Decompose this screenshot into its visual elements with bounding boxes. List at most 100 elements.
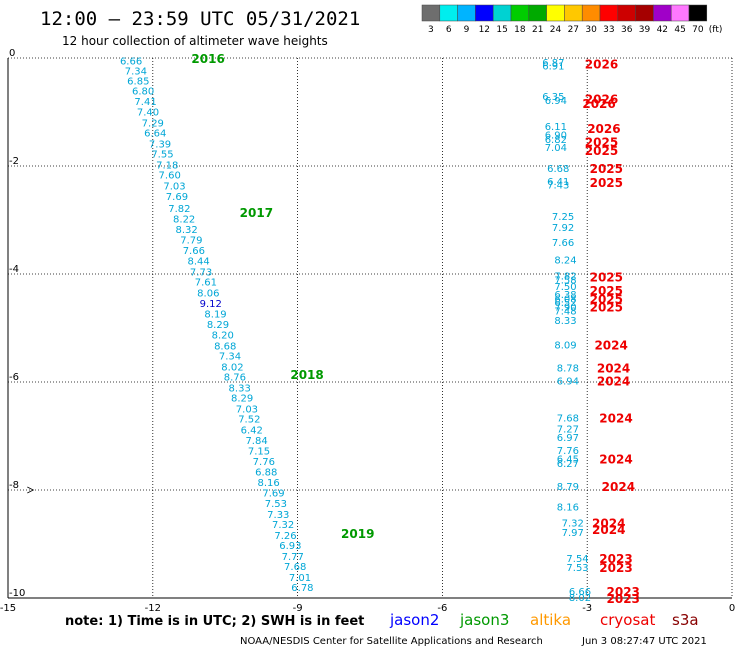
data-label: 7.82	[554, 272, 576, 283]
colorbar-swatch	[670, 4, 690, 22]
data-label: 6.64	[144, 129, 166, 140]
data-label: 8.22	[173, 214, 195, 225]
data-label: 8.29	[207, 320, 229, 331]
data-label: 7.34	[219, 352, 241, 363]
x-tick-label: -3	[582, 603, 592, 614]
data-label: 7.73	[190, 267, 212, 278]
data-label: 7.26	[274, 531, 296, 542]
year-annotation: 2026	[585, 93, 618, 107]
data-label: 7.25	[552, 212, 574, 223]
plot-area: -15 -12 -9 -6 -3 00-2-4-6-8-106.667.346.856.8…	[0, 48, 735, 614]
colorbar-swatch	[564, 4, 583, 22]
data-label: 7.90	[554, 302, 576, 313]
data-label: 7.04	[545, 143, 567, 154]
x-tick-label: -9	[293, 603, 303, 614]
data-label: 7.15	[248, 447, 270, 458]
data-label: 7.58	[554, 275, 576, 286]
year-annotation: 2016	[191, 52, 224, 66]
year-annotation: 2026	[582, 97, 615, 111]
data-label: 9.12	[200, 299, 222, 310]
data-label: 7.32	[272, 520, 294, 531]
year-annotation: 2023	[599, 561, 632, 575]
data-label: 6.42	[241, 426, 263, 437]
data-label: 6.66	[120, 57, 142, 68]
legend-entry-jason3: jason3	[459, 611, 509, 629]
data-label: 6.94	[557, 376, 579, 387]
data-label: 7.69	[262, 489, 284, 500]
data-label: 8.78	[557, 363, 579, 374]
colorbar-label: 70	[692, 25, 704, 35]
data-label: 7.76	[557, 446, 579, 457]
data-label: 6.68	[547, 164, 569, 175]
colorbar-unit: (ft)	[709, 25, 723, 35]
data-label: 7.97	[562, 528, 584, 539]
year-annotation: 2024	[602, 480, 635, 494]
data-label: 7.66	[183, 246, 205, 257]
data-label: 6.27	[557, 459, 579, 470]
data-label: 7.39	[149, 139, 171, 150]
data-label: 6.35	[542, 92, 564, 103]
x-tick-label: -12	[145, 603, 161, 614]
wind-arrow-icon	[27, 486, 35, 494]
data-label: 7.84	[245, 436, 267, 447]
year-annotation: 2024	[597, 361, 630, 375]
data-label: 8.79	[557, 482, 579, 493]
data-label: 6.85	[127, 77, 149, 88]
data-label: 7.54	[566, 554, 588, 565]
data-label: 7.33	[267, 510, 289, 521]
data-label: 6.66	[569, 587, 591, 598]
colorbar-swatch	[581, 4, 601, 22]
data-label: 7.32	[562, 518, 584, 529]
data-label: 6.45	[557, 455, 579, 466]
data-label: 7.29	[142, 118, 164, 129]
year-annotation: 2025	[590, 162, 623, 176]
colorbar-swatch	[492, 4, 512, 22]
y-tick-label: -2	[9, 156, 19, 167]
data-label: 8.68	[214, 341, 236, 352]
colorbar-swatch	[475, 4, 494, 22]
colorbar-swatch	[457, 4, 476, 22]
colorbar-swatch	[546, 4, 565, 22]
year-annotation: 2024	[599, 453, 632, 467]
colorbar-swatch	[439, 4, 458, 22]
colorbar-label: 39	[639, 25, 651, 35]
data-label: 8.09	[554, 341, 576, 352]
data-label: 6.78	[291, 583, 313, 594]
data-label: 7.53	[265, 499, 287, 510]
data-label: 6.87	[542, 58, 564, 69]
data-label: 6.93	[279, 541, 301, 552]
data-label: 7.66	[552, 238, 574, 249]
data-label: 8.20	[212, 330, 234, 341]
footer-note: note: 1) Time is in UTC; 2) SWH is in fe…	[65, 614, 364, 629]
colorbar-swatch	[599, 4, 619, 22]
year-annotation: 2026	[587, 122, 620, 136]
legend-entry-s3a: s3a	[672, 611, 699, 629]
data-label: 7.48	[554, 307, 576, 318]
data-label: 7.03	[236, 404, 258, 415]
colorbar-swatch	[653, 4, 672, 22]
page-title: 12:00 – 23:59 UTC 05/31/2021	[40, 8, 360, 30]
colorbar-label: 18	[514, 25, 526, 35]
year-annotation: 2023	[607, 592, 640, 606]
year-annotation: 2024	[592, 516, 625, 530]
data-label: 7.27	[557, 424, 579, 435]
colorbar-label: 21	[532, 25, 543, 35]
year-annotation: 2018	[290, 368, 323, 382]
legend-entry-cryosat: cryosat	[600, 611, 655, 629]
data-label: 8.19	[204, 309, 226, 320]
page-subtitle: 12 hour collection of altimeter wave hei…	[62, 34, 328, 48]
data-label: 6.94	[545, 96, 567, 107]
x-tick-label: 0	[729, 603, 735, 614]
year-annotation: 2024	[592, 523, 625, 537]
timestamp-text: Jun 3 08:27:47 UTC 2021	[581, 636, 707, 647]
data-label: 8.02	[221, 362, 243, 373]
year-annotation: 2019	[341, 527, 374, 541]
colorbar-swatch	[617, 4, 636, 22]
y-tick-label: -10	[9, 588, 25, 599]
x-tick-label: -6	[437, 603, 447, 614]
data-label: 7.68	[557, 414, 579, 425]
colorbar-swatch	[635, 4, 654, 22]
year-annotation: 2023	[599, 552, 632, 566]
year-annotation: 2025	[585, 136, 618, 150]
legend-entry-altika: altika	[530, 611, 571, 629]
